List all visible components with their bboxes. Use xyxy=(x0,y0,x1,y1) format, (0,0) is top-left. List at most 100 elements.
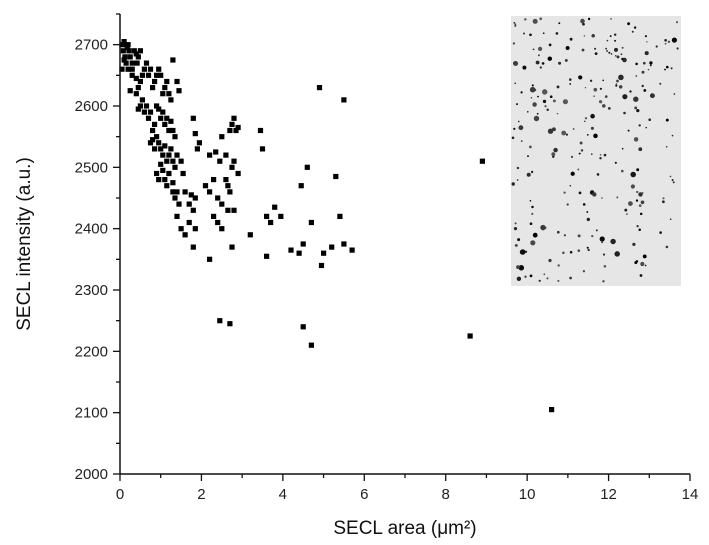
inset-dot xyxy=(671,37,677,43)
data-point xyxy=(192,226,198,232)
inset-dot xyxy=(552,155,555,158)
inset-dot xyxy=(513,21,516,24)
inset-dot xyxy=(516,179,519,181)
inset-dot xyxy=(616,55,620,59)
inset-dot xyxy=(594,52,598,56)
inset-dot xyxy=(638,147,643,152)
y-tick-label: 2700 xyxy=(75,37,108,54)
data-point xyxy=(158,161,164,167)
data-point xyxy=(170,180,176,186)
x-tick-label: 14 xyxy=(682,486,699,503)
inset-dot xyxy=(516,166,520,170)
data-point xyxy=(125,66,131,72)
inset-dot xyxy=(594,47,597,50)
data-point xyxy=(170,158,176,164)
inset-dot xyxy=(517,238,521,242)
data-point xyxy=(316,85,323,91)
data-point xyxy=(264,253,270,259)
data-point xyxy=(264,213,270,219)
inset-dot xyxy=(569,250,573,254)
inset-dot xyxy=(641,70,645,74)
inset-dot xyxy=(516,276,522,282)
data-point xyxy=(207,152,213,158)
data-point xyxy=(150,127,156,134)
data-point xyxy=(166,170,172,177)
inset-dot xyxy=(623,111,626,115)
data-point xyxy=(164,115,170,121)
inset-dot xyxy=(569,184,572,187)
inset-dot xyxy=(553,147,558,153)
inset-dot xyxy=(547,128,554,134)
x-tick-label: 2 xyxy=(197,486,205,503)
x-tick-label: 8 xyxy=(442,486,450,503)
data-point xyxy=(217,158,223,164)
data-point xyxy=(202,183,209,189)
data-point xyxy=(213,149,219,155)
inset-dot xyxy=(642,61,646,65)
data-point xyxy=(196,140,202,146)
inset-dot xyxy=(561,130,567,136)
inset-dot xyxy=(659,231,662,234)
inset-dot xyxy=(578,152,581,155)
inset-dot xyxy=(614,251,620,257)
inset-dot xyxy=(610,238,616,245)
inset-dot xyxy=(618,74,624,81)
data-point xyxy=(278,213,284,219)
data-point xyxy=(129,66,135,72)
inset-dot xyxy=(569,276,572,280)
inset-dot xyxy=(584,117,588,120)
inset-dot xyxy=(638,124,641,127)
data-point xyxy=(150,85,156,91)
data-point xyxy=(172,134,178,140)
data-point xyxy=(300,324,306,330)
inset-dot xyxy=(558,22,561,25)
inset-dot xyxy=(624,208,628,212)
data-point xyxy=(121,57,127,63)
inset-dot xyxy=(621,57,624,61)
inset-dot xyxy=(524,275,527,278)
inset-dot xyxy=(621,46,624,49)
data-point xyxy=(231,115,237,121)
data-point xyxy=(156,66,162,72)
inset-dot xyxy=(511,136,515,140)
data-point xyxy=(227,127,233,134)
inset-dot xyxy=(644,264,647,267)
inset-dot xyxy=(548,258,552,263)
inset-dot xyxy=(529,222,533,226)
inset-dot xyxy=(527,155,529,158)
data-point xyxy=(479,158,485,164)
inset-dot xyxy=(582,203,586,206)
data-point xyxy=(137,78,143,85)
inset-dot xyxy=(608,51,611,54)
x-tick-label: 6 xyxy=(360,486,368,503)
inset-dot xyxy=(538,279,541,282)
y-tick-label: 2400 xyxy=(75,221,108,238)
inset-dot xyxy=(602,280,605,283)
data-point xyxy=(162,143,168,149)
inset-dot xyxy=(580,18,585,24)
data-point xyxy=(160,167,166,173)
inset-dot xyxy=(542,99,547,104)
data-point xyxy=(154,170,160,177)
inset-dot xyxy=(530,170,534,174)
inset-dot xyxy=(632,242,636,247)
inset-dot xyxy=(601,197,603,199)
data-point xyxy=(211,177,217,183)
data-point xyxy=(268,219,274,226)
data-point xyxy=(160,91,166,97)
inset-dot xyxy=(514,24,517,27)
inset-dot xyxy=(607,107,611,110)
inset-dot xyxy=(562,99,568,105)
data-point xyxy=(133,51,139,57)
inset-dot xyxy=(633,137,639,142)
inset-dot xyxy=(627,22,631,26)
data-point xyxy=(176,201,182,207)
inset-dot xyxy=(665,245,669,249)
inset-micrograph xyxy=(511,16,681,286)
inset-dot xyxy=(636,225,639,228)
axis-ticks xyxy=(113,13,691,481)
data-point xyxy=(127,54,133,60)
inset-dot xyxy=(644,51,649,56)
inset-dot xyxy=(616,79,619,83)
